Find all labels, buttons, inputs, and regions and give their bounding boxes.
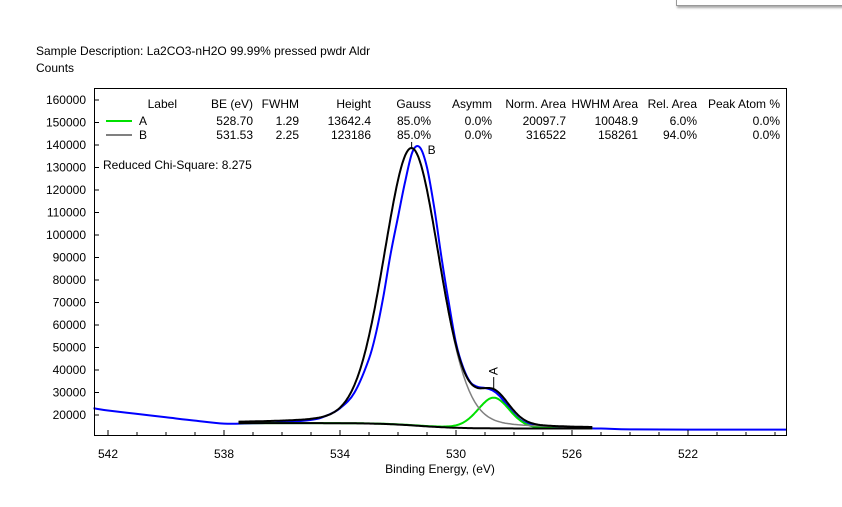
table-header: BE (eV) [211, 97, 253, 111]
table-cell: 13642.4 [328, 114, 372, 128]
y-tick-label: 110000 [47, 206, 86, 220]
table-header: Asymm [452, 97, 492, 111]
table-cell: 2.25 [276, 128, 300, 142]
y-tick-label: 80000 [53, 273, 87, 287]
y-tick-label: 20000 [53, 408, 87, 422]
table-cell: 6.0% [670, 114, 698, 128]
table-cell: 0.0% [465, 128, 493, 142]
table-cell: 85.0% [397, 114, 431, 128]
table-cell: 0.0% [753, 114, 781, 128]
peak-label-A: A [487, 367, 501, 375]
table-cell: 0.0% [753, 128, 781, 142]
table-header: FWHM [262, 97, 299, 111]
y-tick-label: 160000 [46, 93, 86, 107]
sample-description: Sample Description: La2CO3-nH2O 99.99% p… [36, 44, 371, 58]
legend-label: A [139, 114, 147, 128]
table-cell: 10048.9 [595, 114, 639, 128]
legend-label: B [139, 128, 147, 142]
envelope-line [238, 146, 593, 428]
x-tick-label: 542 [98, 447, 118, 461]
table-header: Norm. Area [505, 97, 566, 111]
table-header: Peak Atom % [708, 97, 780, 111]
x-tick-label: 522 [678, 447, 698, 461]
background-line [238, 422, 593, 430]
y-tick-label: 150000 [46, 116, 86, 130]
y-tick-label: 120000 [46, 183, 86, 197]
table-cell: 94.0% [663, 128, 697, 142]
table-header: Height [336, 97, 371, 111]
table-cell: 531.53 [216, 128, 253, 142]
table-cell: 528.70 [216, 114, 253, 128]
table-header: HWHM Area [571, 97, 638, 111]
table-header: Label [148, 97, 177, 111]
window-fragment [676, 0, 842, 6]
y-axis-unit: Counts [36, 61, 75, 75]
x-tick-label: 526 [562, 447, 582, 461]
component-B-line [238, 147, 593, 428]
peak-label-B: B [428, 143, 436, 157]
x-tick-label: 534 [330, 447, 350, 461]
table-header: Rel. Area [648, 97, 698, 111]
table-cell: 316522 [526, 128, 566, 142]
y-tick-label: 50000 [53, 341, 87, 355]
y-tick-label: 90000 [53, 251, 87, 265]
plot-frame [94, 88, 787, 436]
y-tick-label: 140000 [46, 138, 86, 152]
table-cell: 0.0% [465, 114, 493, 128]
table-cell: 123186 [331, 128, 371, 142]
raw-data-line [93, 145, 787, 431]
x-axis-title: Binding Energy, (eV) [385, 462, 495, 476]
y-tick-label: 30000 [53, 386, 87, 400]
table-header: Gauss [396, 97, 431, 111]
x-tick-label: 538 [214, 447, 234, 461]
y-tick-label: 70000 [53, 296, 87, 310]
table-cell: 158261 [598, 128, 638, 142]
table-cell: 85.0% [397, 128, 431, 142]
y-tick-label: 100000 [46, 228, 86, 242]
x-tick-label: 530 [446, 447, 466, 461]
chi-square-label: Reduced Chi-Square: 8.275 [103, 158, 252, 172]
table-cell: 20097.7 [523, 114, 567, 128]
y-tick-label: 40000 [53, 363, 87, 377]
y-tick-label: 130000 [46, 161, 86, 175]
table-cell: 1.29 [276, 114, 300, 128]
y-tick-label: 60000 [53, 318, 87, 332]
